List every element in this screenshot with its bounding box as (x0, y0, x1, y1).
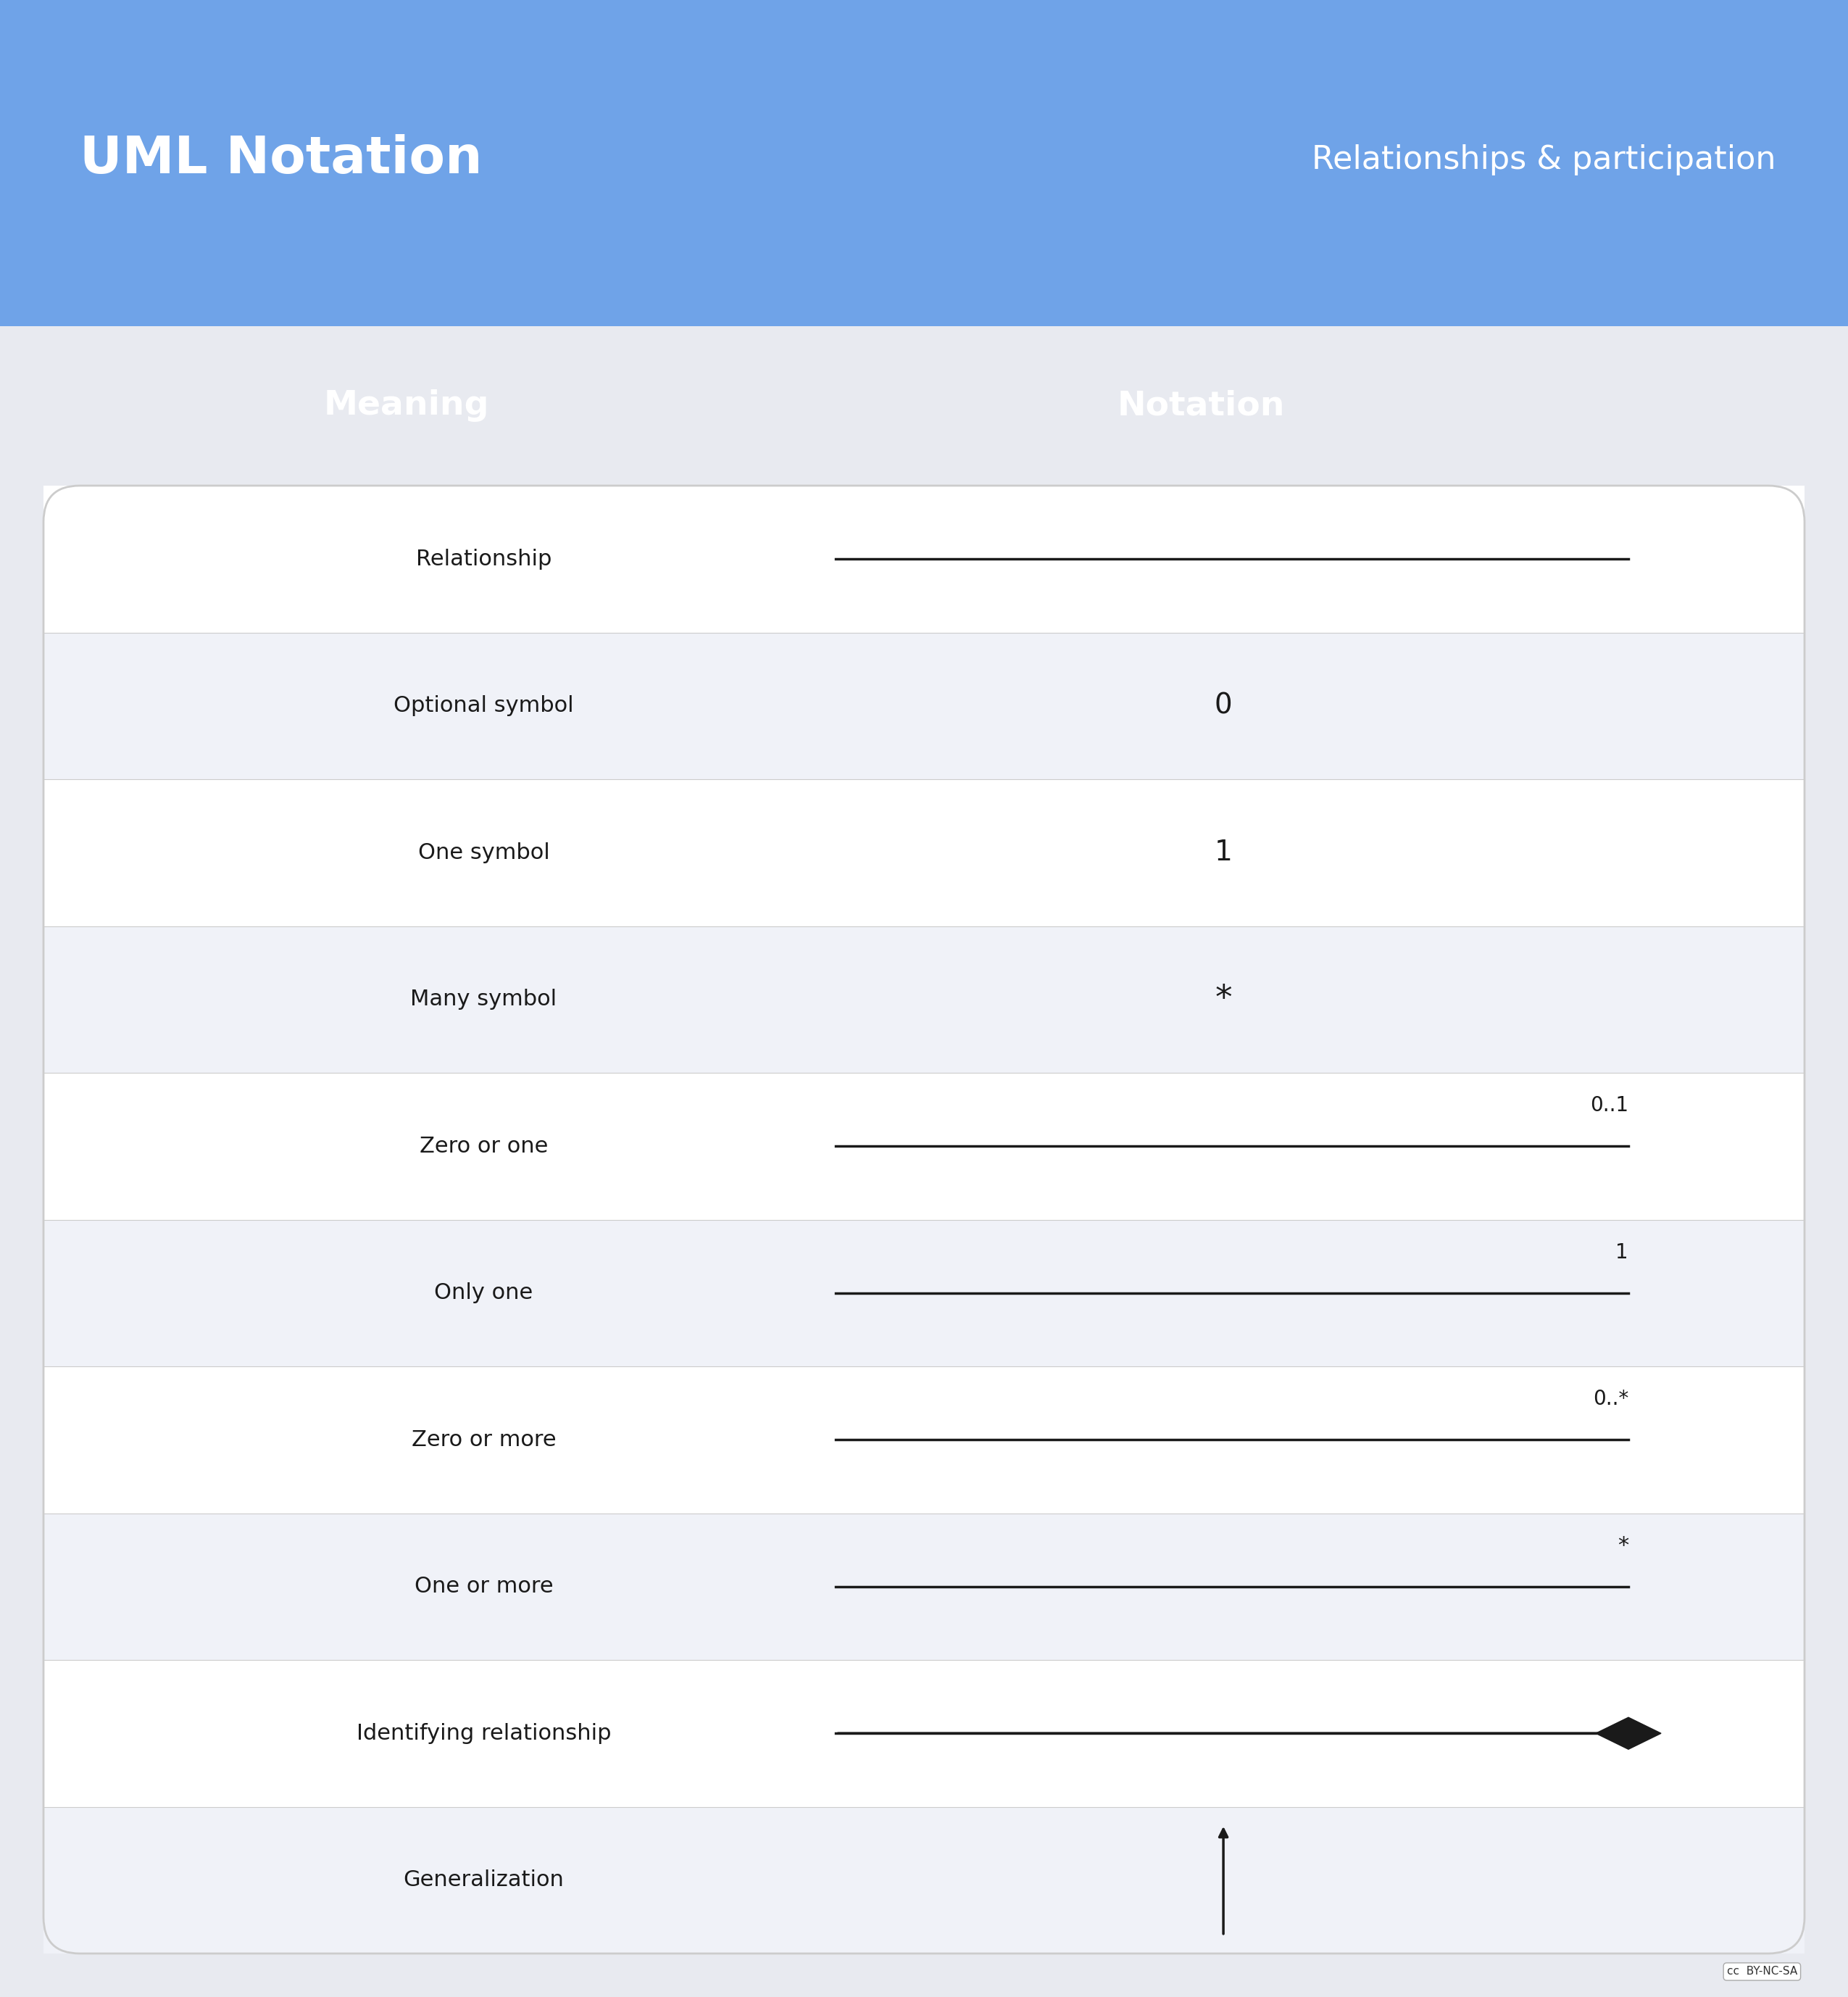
Text: 1: 1 (1615, 1242, 1628, 1262)
FancyBboxPatch shape (44, 1660, 1804, 1807)
FancyBboxPatch shape (44, 1366, 1804, 1514)
Text: 0..*: 0..* (1593, 1390, 1628, 1410)
Text: UML Notation: UML Notation (79, 134, 482, 184)
Text: cc  BY-NC-SA: cc BY-NC-SA (1726, 1967, 1798, 1977)
FancyBboxPatch shape (44, 779, 1804, 927)
FancyBboxPatch shape (44, 633, 1804, 779)
FancyBboxPatch shape (44, 485, 1804, 633)
FancyBboxPatch shape (44, 1807, 1804, 1953)
Text: Many symbol: Many symbol (410, 989, 556, 1010)
Text: Zero or one: Zero or one (419, 1136, 549, 1156)
Text: Relationship: Relationship (416, 549, 553, 569)
Text: One or more: One or more (414, 1576, 553, 1598)
Text: Optional symbol: Optional symbol (394, 695, 575, 717)
Text: 1: 1 (1214, 839, 1233, 867)
FancyBboxPatch shape (44, 927, 1804, 1072)
FancyBboxPatch shape (44, 485, 1804, 1953)
FancyBboxPatch shape (44, 1220, 1804, 1366)
FancyBboxPatch shape (0, 0, 1848, 326)
Text: Meaning: Meaning (323, 389, 490, 421)
Polygon shape (1597, 1717, 1661, 1749)
Text: Notation: Notation (1118, 389, 1284, 421)
FancyBboxPatch shape (44, 1072, 1804, 1220)
FancyBboxPatch shape (44, 1514, 1804, 1660)
Text: 0: 0 (1214, 693, 1233, 719)
Text: Only one: Only one (434, 1282, 532, 1304)
Text: Generalization: Generalization (403, 1869, 564, 1891)
Text: Identifying relationship: Identifying relationship (357, 1723, 612, 1743)
Text: Relationships & participation: Relationships & participation (1312, 144, 1776, 176)
Text: Zero or more: Zero or more (412, 1430, 556, 1450)
Text: *: * (1214, 983, 1233, 1016)
Text: *: * (1617, 1536, 1628, 1556)
Text: 0..1: 0..1 (1589, 1096, 1628, 1116)
Text: One symbol: One symbol (418, 843, 549, 863)
